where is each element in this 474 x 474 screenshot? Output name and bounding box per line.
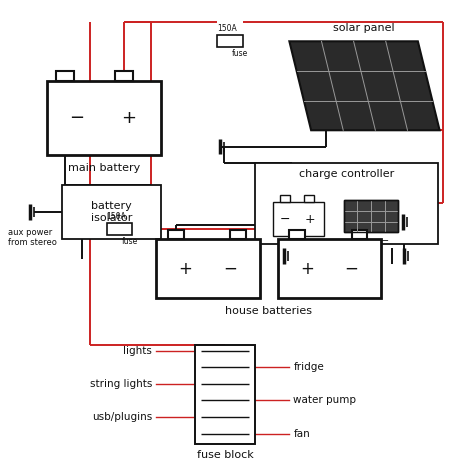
FancyBboxPatch shape xyxy=(281,195,291,202)
Text: water pump: water pump xyxy=(293,395,356,405)
FancyBboxPatch shape xyxy=(217,36,243,47)
Text: battery
isolator: battery isolator xyxy=(91,201,132,223)
FancyBboxPatch shape xyxy=(352,230,367,239)
Text: +: + xyxy=(305,213,315,226)
FancyBboxPatch shape xyxy=(277,239,381,298)
Text: fuse: fuse xyxy=(232,49,248,58)
Text: −: − xyxy=(381,236,389,246)
Text: house batteries: house batteries xyxy=(225,306,312,316)
Text: aux power
from stereo: aux power from stereo xyxy=(8,228,56,247)
FancyBboxPatch shape xyxy=(62,184,161,239)
Text: −: − xyxy=(345,260,358,278)
FancyBboxPatch shape xyxy=(47,81,161,155)
Text: solar panel: solar panel xyxy=(333,23,394,33)
FancyBboxPatch shape xyxy=(116,71,133,81)
FancyBboxPatch shape xyxy=(56,71,74,81)
FancyBboxPatch shape xyxy=(195,345,255,444)
Text: 150A: 150A xyxy=(107,212,126,221)
Text: string lights: string lights xyxy=(90,379,152,389)
Text: +: + xyxy=(306,240,314,250)
Text: +: + xyxy=(300,260,314,278)
FancyBboxPatch shape xyxy=(156,239,260,298)
Text: −: − xyxy=(280,213,291,226)
FancyBboxPatch shape xyxy=(273,202,324,236)
Text: main battery: main battery xyxy=(68,163,140,173)
Text: usb/plugins: usb/plugins xyxy=(92,412,152,422)
FancyBboxPatch shape xyxy=(107,223,132,235)
Text: −: − xyxy=(69,109,84,127)
FancyBboxPatch shape xyxy=(304,195,314,202)
Text: 150A: 150A xyxy=(217,25,237,33)
FancyBboxPatch shape xyxy=(168,230,183,239)
Text: lights: lights xyxy=(123,346,152,356)
Text: +: + xyxy=(121,109,136,127)
Text: +: + xyxy=(353,236,361,246)
Text: fuse: fuse xyxy=(121,237,137,246)
Text: fridge: fridge xyxy=(293,362,324,372)
FancyBboxPatch shape xyxy=(344,201,398,232)
FancyBboxPatch shape xyxy=(255,163,438,244)
Text: fuse block: fuse block xyxy=(197,450,254,460)
Text: charge controller: charge controller xyxy=(299,169,394,179)
Text: −: − xyxy=(282,240,290,250)
Text: +: + xyxy=(179,260,192,278)
Polygon shape xyxy=(290,41,439,130)
Text: −: − xyxy=(223,260,237,278)
FancyBboxPatch shape xyxy=(230,230,246,239)
Text: fan: fan xyxy=(293,428,310,438)
FancyBboxPatch shape xyxy=(290,230,305,239)
